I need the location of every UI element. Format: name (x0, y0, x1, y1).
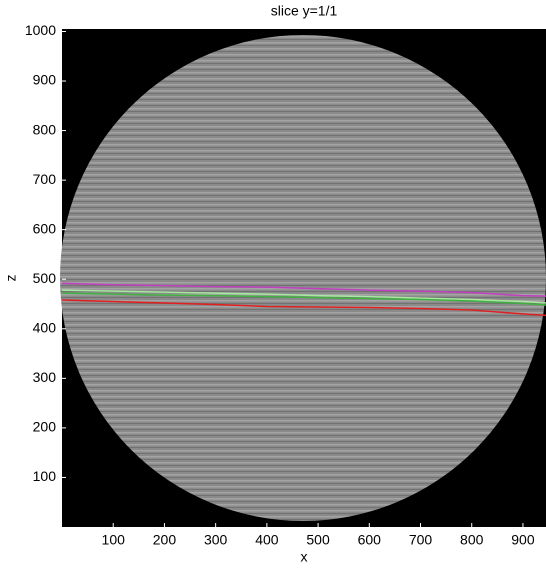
x-tick-label: 200 (153, 532, 177, 548)
x-tick-label: 600 (358, 532, 382, 548)
y-tick-label: 800 (33, 121, 57, 137)
chart-title: slice y=1/1 (271, 3, 338, 19)
x-tick-label: 400 (255, 532, 279, 548)
boundary-line (61, 289, 546, 304)
x-tick-label: 800 (460, 532, 484, 548)
x-tick-label: 500 (306, 532, 330, 548)
y-tick-label: 200 (33, 419, 57, 435)
y-tick-label: 600 (33, 220, 57, 236)
y-tick-label: 100 (33, 468, 57, 484)
y-tick-label: 500 (33, 270, 57, 286)
y-tick-label: 1000 (25, 22, 56, 38)
y-axis-label: z (3, 275, 19, 282)
boundary-line (61, 299, 546, 317)
y-tick-label: 700 (33, 171, 57, 187)
y-tick-label: 900 (33, 72, 57, 88)
slice-disk (60, 35, 546, 521)
boundary-line (61, 292, 546, 306)
x-tick-label: 700 (409, 532, 433, 548)
boundary-line (61, 282, 546, 297)
x-tick-label: 100 (102, 532, 126, 548)
x-tick-label: 900 (511, 532, 535, 548)
x-tick-label: 300 (204, 532, 228, 548)
y-tick-label: 400 (33, 319, 57, 335)
y-tick-label: 300 (33, 369, 57, 385)
x-axis-label: x (301, 549, 308, 565)
